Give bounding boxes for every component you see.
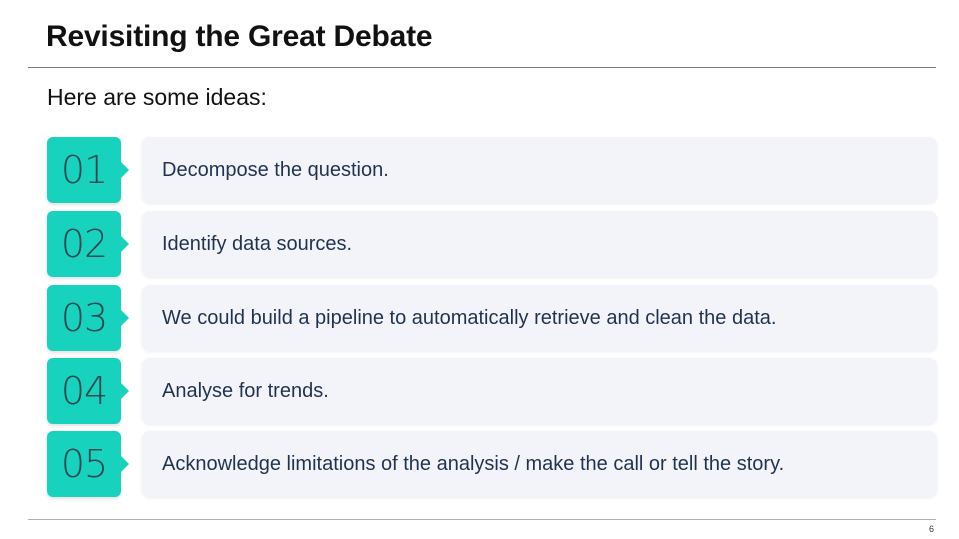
item-text: We could build a pipeline to automatical… bbox=[162, 307, 777, 329]
item-text: Acknowledge limitations of the analysis … bbox=[162, 453, 785, 475]
item-card: Analyse for trends. bbox=[142, 358, 937, 424]
title-divider bbox=[28, 67, 936, 68]
item-number: 04 bbox=[60, 369, 108, 413]
item-text: Identify data sources. bbox=[162, 233, 353, 255]
number-badge: 03 bbox=[47, 285, 129, 351]
item-number: 05 bbox=[60, 442, 108, 486]
item-number: 02 bbox=[60, 222, 108, 266]
slide-title: Revisiting the Great Debate bbox=[46, 20, 433, 53]
item-card: Identify data sources. bbox=[142, 211, 937, 277]
intro-text: Here are some ideas: bbox=[47, 84, 267, 110]
item-card: Acknowledge limitations of the analysis … bbox=[142, 431, 937, 497]
list-item-4: 04 Analyse for trends. bbox=[0, 358, 959, 424]
item-number: 01 bbox=[60, 148, 108, 192]
page-number: 6 bbox=[929, 524, 935, 534]
list-item-1: 01 Decompose the question. bbox=[0, 137, 959, 203]
item-number: 03 bbox=[60, 296, 108, 340]
number-badge: 05 bbox=[47, 431, 129, 497]
item-text: Decompose the question. bbox=[162, 159, 389, 181]
number-badge: 02 bbox=[47, 211, 129, 277]
number-badge: 04 bbox=[47, 358, 129, 424]
footer-divider bbox=[28, 519, 936, 520]
item-card: We could build a pipeline to automatical… bbox=[142, 285, 937, 351]
list-item-2: 02 Identify data sources. bbox=[0, 211, 959, 277]
list-item-5: 05 Acknowledge limitations of the analys… bbox=[0, 431, 959, 497]
number-badge: 01 bbox=[47, 137, 129, 203]
list-item-3: 03 We could build a pipeline to automati… bbox=[0, 285, 959, 351]
item-text: Analyse for trends. bbox=[162, 380, 329, 402]
item-card: Decompose the question. bbox=[142, 137, 937, 203]
